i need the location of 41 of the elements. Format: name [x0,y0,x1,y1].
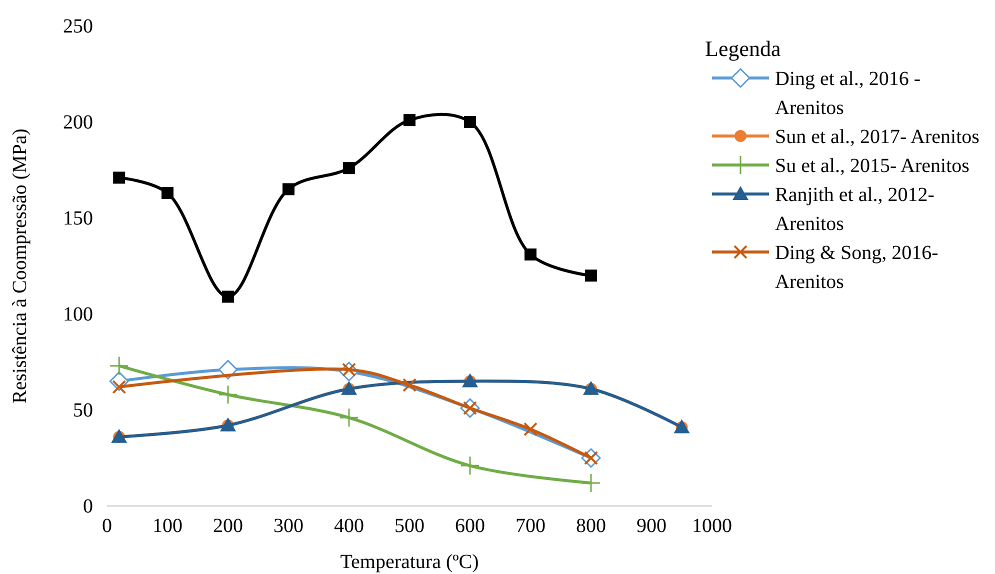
x-tick-label: 1000 [692,515,732,538]
x-tick-label: 0 [102,515,112,538]
x-tick-label: 800 [576,515,606,538]
legend-label: Ding et al., 2016 - Arenitos [775,68,921,119]
legend-label: Ding & Song, 2016- Arenitos [775,242,938,293]
y-tick-label: 100 [63,303,93,326]
x-tick-label: 400 [334,515,364,538]
point [222,290,234,303]
y-tick-label: 150 [63,207,93,230]
x-tick-label: 600 [455,515,485,538]
y-axis-title: Resistência à Coompressão (MPa) [9,128,31,404]
legend-label: Sun et al., 2017- Arenitos [775,126,980,148]
point [404,114,416,126]
x-tick-label: 900 [636,515,666,538]
x-tick-label: 300 [274,515,304,538]
y-tick-label: 0 [83,495,93,518]
x-tick-label: 200 [213,515,243,538]
x-tick-label: 500 [394,515,424,538]
point [218,384,238,404]
legend-label: Su et al., 2015- Arenitos [775,155,970,177]
point [113,172,126,184]
x-axis-title: Temperatura (ºC) [340,551,479,573]
point [162,187,174,200]
y-tick-label: 50 [73,399,93,422]
y-tick-label: 200 [63,111,93,134]
point [524,422,538,436]
point [282,183,294,196]
point [464,116,476,128]
point [402,378,416,392]
x-tick-label: 100 [152,515,182,538]
legend-title: Legenda [705,36,781,61]
point [585,270,597,282]
x-tick-label: 700 [516,515,546,538]
legend-label: Ranjith et al., 2012- Arenitos [775,184,934,235]
point [524,248,536,260]
point [339,408,359,428]
point [343,162,355,174]
point [109,356,129,376]
point [581,473,601,493]
point [460,456,480,476]
y-tick-label: 250 [63,15,93,38]
